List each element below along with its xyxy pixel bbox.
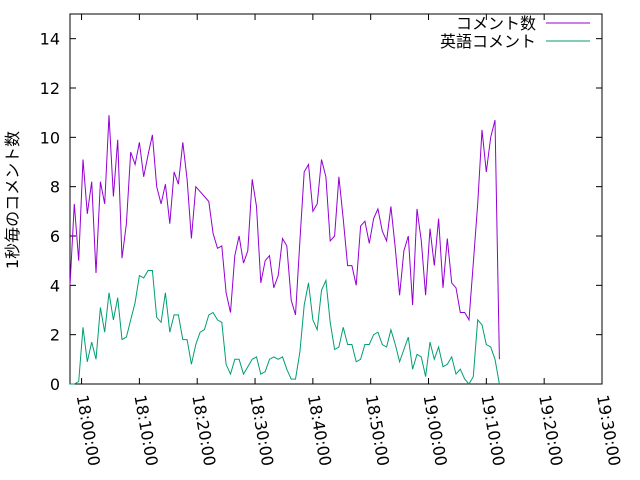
series-line-2 bbox=[70, 270, 500, 385]
x-tick-label: 19:20:00 bbox=[535, 393, 566, 467]
x-tick-label: 18:20:00 bbox=[188, 393, 219, 467]
x-tick-label: 18:40:00 bbox=[304, 393, 335, 467]
y-axis-label: 1秒毎のコメント数 bbox=[3, 131, 22, 269]
x-tick-label: 18:00:00 bbox=[73, 393, 104, 467]
x-tick-label: 18:10:00 bbox=[130, 393, 161, 467]
y-tick-label: 8 bbox=[50, 178, 60, 197]
x-axis: 18:00:00 18:10:00 18:20:00 18:30:00 18:40:00… bbox=[73, 14, 624, 467]
y-tick-label: 14 bbox=[40, 30, 60, 49]
series-line-1 bbox=[69, 115, 500, 360]
x-tick-label: 19:00:00 bbox=[420, 393, 451, 467]
legend-label-1: コメント数 bbox=[456, 14, 536, 33]
y-tick-label: 6 bbox=[50, 227, 60, 246]
y-tick-label: 10 bbox=[40, 128, 60, 147]
y-tick-label: 0 bbox=[50, 375, 60, 394]
plot-frame bbox=[69, 13, 603, 385]
x-tick-label: 18:30:00 bbox=[246, 393, 277, 467]
plot-border bbox=[69, 13, 603, 385]
y-tick-label: 4 bbox=[50, 276, 60, 295]
legend-label-2: 英語コメント bbox=[440, 32, 536, 51]
y-tick-label: 2 bbox=[50, 326, 60, 345]
x-tick-label: 19:10:00 bbox=[477, 393, 508, 467]
y-tick-label: 12 bbox=[40, 79, 60, 98]
x-tick-label: 18:50:00 bbox=[362, 393, 393, 467]
y-axis: 0 2 4 6 8 10 12 14 bbox=[40, 30, 602, 394]
x-tick-label: 19:30:00 bbox=[593, 393, 624, 467]
series-layer bbox=[69, 115, 500, 385]
